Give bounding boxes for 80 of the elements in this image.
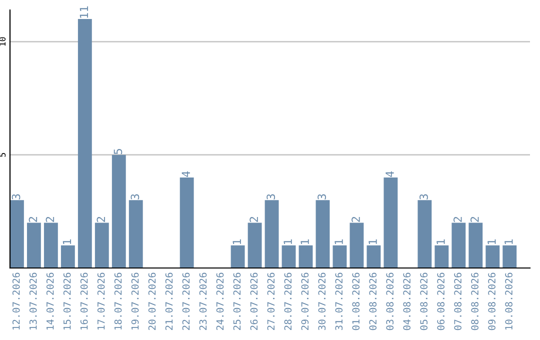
- bar: [94, 222, 109, 268]
- data-label: 2: [470, 216, 479, 222]
- bar: [180, 177, 194, 268]
- x-tick-label: 28.07.2026: [284, 272, 292, 330]
- x-tick-label: 30.07.2026: [318, 272, 326, 330]
- x-tick-label: 27.07.2026: [267, 272, 275, 330]
- x-tick-label: 20.07.2026: [148, 272, 156, 330]
- data-label: 1: [62, 239, 72, 244]
- bar: [264, 200, 279, 268]
- bar: [486, 245, 500, 268]
- data-label: 3: [130, 194, 140, 200]
- x-tick-label: 03.08.2026: [386, 272, 394, 330]
- data-label: 1: [232, 239, 241, 244]
- x-tick-label: 14.07.2026: [46, 272, 54, 330]
- x-tick-label: 18.07.2026: [114, 272, 122, 330]
- x-tick-label: 21.07.2026: [165, 272, 173, 330]
- data-label: 3: [318, 194, 326, 200]
- bar: [468, 222, 483, 268]
- x-tick-label: 19.07.2026: [131, 272, 139, 330]
- data-label: 2: [454, 216, 462, 222]
- bar: [10, 200, 24, 268]
- data-label: 1: [300, 239, 309, 244]
- bar: [26, 222, 41, 268]
- x-tick-label: 01.08.2026: [352, 272, 360, 330]
- data-label: 3: [420, 194, 428, 200]
- bar: [366, 245, 381, 268]
- data-label: 1: [334, 239, 343, 244]
- x-tick-label: 31.07.2026: [335, 272, 343, 330]
- x-tick-label: 25.07.2026: [233, 272, 241, 330]
- x-tick-label: 22.07.2026: [182, 272, 190, 330]
- x-tick-label: 06.08.2026: [437, 272, 445, 330]
- x-tick-label: 13.07.2026: [29, 272, 37, 330]
- x-tick-label: 05.08.2026: [420, 272, 428, 330]
- data-label: 1: [284, 239, 292, 244]
- bar: [502, 245, 517, 268]
- data-label: 2: [46, 216, 54, 222]
- data-label: 1: [436, 239, 445, 244]
- bar: [112, 154, 126, 268]
- bar: [418, 200, 432, 268]
- x-tick-label: 07.08.2026: [454, 272, 462, 330]
- x-tick-label: 24.07.2026: [216, 272, 224, 330]
- x-tick-label: 04.08.2026: [403, 272, 411, 330]
- data-label: 4: [386, 171, 394, 177]
- x-tick-label: 15.07.2026: [63, 272, 71, 330]
- x-tick-label: 09.08.2026: [488, 272, 496, 330]
- x-tick-label: 29.07.2026: [301, 272, 309, 330]
- bar: [452, 222, 466, 268]
- bar: [128, 200, 143, 268]
- bar: [384, 177, 398, 268]
- data-label: 1: [488, 239, 496, 244]
- data-label: 4: [182, 171, 190, 177]
- x-tick-label: 08.08.2026: [471, 272, 478, 330]
- data-label: 1: [368, 239, 377, 244]
- x-tick-label: 16.07.2026: [80, 272, 88, 330]
- x-tick-label: 10.08.2026: [505, 272, 512, 330]
- data-label: 2: [28, 216, 38, 222]
- bar: [282, 245, 296, 268]
- bar: [60, 245, 75, 268]
- data-label: 2: [352, 216, 360, 222]
- x-tick-label: 17.07.2026: [97, 272, 105, 330]
- bar: [44, 222, 58, 268]
- data-label: 11: [80, 6, 88, 18]
- x-tick-label: 23.07.2026: [199, 272, 207, 330]
- data-label: 3: [12, 194, 20, 200]
- bar: [230, 245, 245, 268]
- data-label: 5: [114, 149, 122, 154]
- data-label: 2: [250, 216, 258, 222]
- x-tick-label: 26.07.2026: [250, 272, 258, 330]
- bar: [434, 245, 449, 268]
- data-label: 3: [266, 194, 276, 200]
- bar: [78, 19, 92, 268]
- bar: [298, 245, 313, 268]
- bar: [332, 245, 347, 268]
- data-label: 2: [96, 216, 105, 222]
- x-tick-label: 12.07.2026: [12, 272, 20, 330]
- bar: [316, 200, 330, 268]
- x-tick-label: 02.08.2026: [369, 272, 377, 330]
- bar: [248, 222, 262, 268]
- bar: [350, 222, 364, 268]
- data-label: 1: [504, 239, 513, 244]
